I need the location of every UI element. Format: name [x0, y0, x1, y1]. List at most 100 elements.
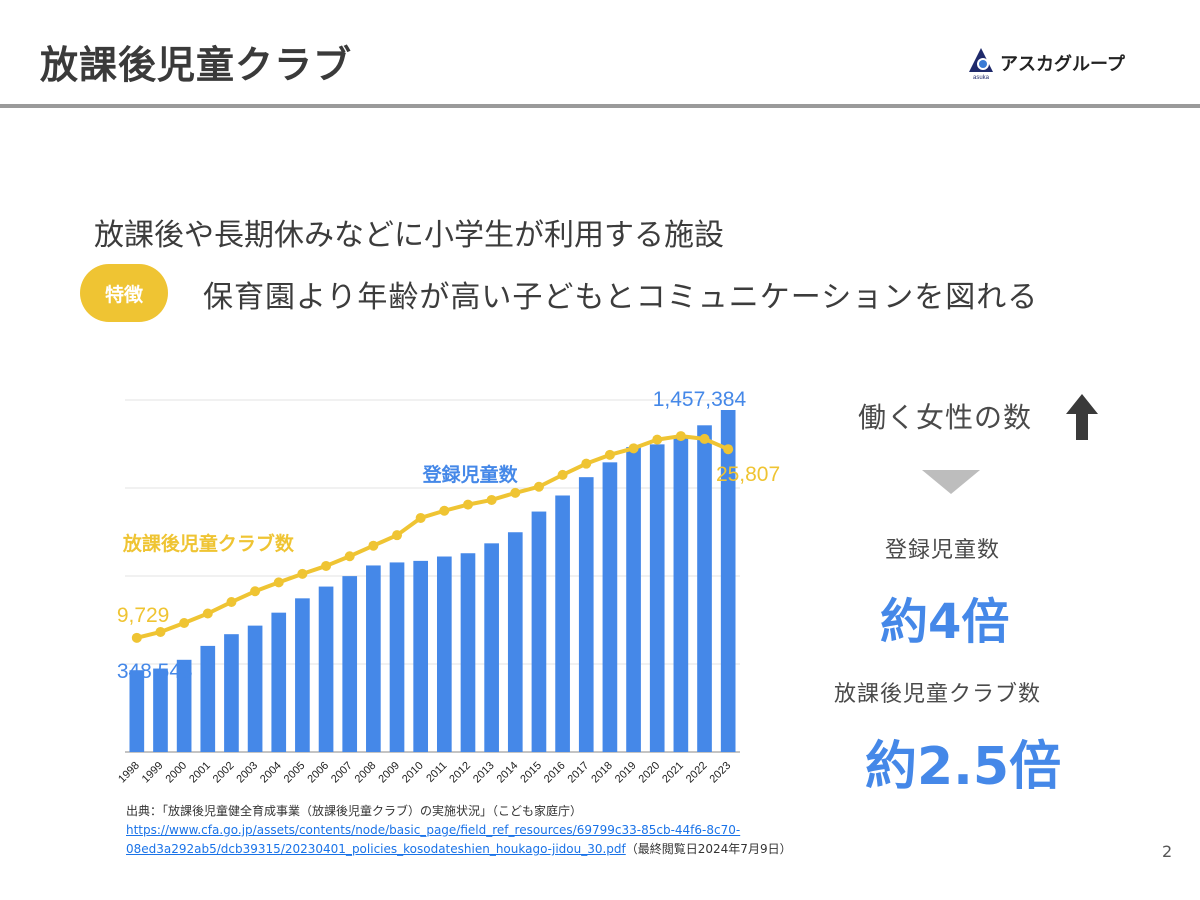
clubs-label: 放課後児童クラブ数	[834, 682, 1042, 707]
x-tick-2014: 2014	[495, 760, 521, 786]
x-tick-2000: 2000	[163, 760, 189, 786]
source-link-cont[interactable]: 08ed3a292ab5/dcb39315/20230401_policies_…	[126, 842, 626, 856]
line-point-2013	[486, 494, 497, 505]
x-tick-2006: 2006	[305, 760, 331, 786]
x-tick-2018: 2018	[589, 760, 615, 786]
bar-2017	[578, 477, 594, 752]
line-point-2011	[439, 505, 450, 516]
bar-2003	[247, 625, 263, 752]
bar-2008	[366, 565, 381, 752]
line-point-2009	[392, 530, 403, 541]
x-tick-1998: 1998	[116, 760, 142, 786]
line-point-1999	[155, 626, 166, 637]
line-point-2018	[604, 449, 615, 460]
bar-2015	[531, 511, 547, 752]
x-tick-2023: 2023	[707, 760, 733, 786]
line-point-2012	[462, 499, 473, 510]
x-tick-1999: 1999	[140, 760, 166, 786]
x-tick-2010: 2010	[400, 760, 426, 786]
bar-2018	[602, 462, 618, 752]
x-tick-2019: 2019	[613, 760, 639, 786]
bar-1999	[153, 668, 168, 752]
bar-2009	[389, 562, 405, 752]
bar-1998	[129, 670, 145, 752]
line-point-2001	[202, 608, 213, 619]
bar-2023	[720, 410, 736, 752]
bar-series	[129, 410, 736, 752]
bar-2021	[673, 435, 689, 752]
line-point-2019	[628, 443, 639, 454]
x-tick-2020: 2020	[637, 760, 663, 786]
bar-2006	[318, 586, 334, 752]
bar-2014	[507, 532, 523, 752]
line-point-2017	[581, 458, 592, 469]
x-tick-2001: 2001	[187, 760, 213, 786]
bar-2010	[413, 560, 429, 752]
line-point-2010	[415, 512, 426, 523]
line-last-label: 25,807	[716, 463, 780, 486]
line-point-2004	[273, 577, 284, 588]
feature-text: 保育園より年齢が高い子どもとコミュニケーションを図れる	[203, 280, 1039, 315]
bar-last-label: 1,457,384	[653, 388, 747, 411]
bar-2001	[200, 645, 216, 752]
bar-2002	[224, 634, 239, 752]
bar-first-label: 348,543	[117, 660, 193, 683]
line-point-2015	[533, 481, 544, 492]
x-tick-2007: 2007	[329, 760, 355, 786]
line-point-2022	[699, 433, 710, 444]
x-tick-2017: 2017	[566, 760, 592, 786]
x-tick-2012: 2012	[447, 760, 473, 786]
x-tick-2008: 2008	[353, 760, 379, 786]
x-tick-2013: 2013	[471, 760, 497, 786]
down-triangle-icon	[922, 470, 980, 494]
registered-children-multiplier: 約4倍	[880, 594, 1010, 650]
x-tick-2003: 2003	[234, 760, 260, 786]
line-point-2020	[652, 434, 663, 445]
bar-2016	[555, 495, 570, 752]
chart-annotations: 348,543 1,457,384 9,729 25,807 登録児童数放課後児童クラブ…	[117, 388, 780, 683]
line-point-2007	[344, 551, 355, 562]
chart-grid	[125, 399, 740, 753]
line-point-2023	[723, 444, 734, 455]
x-tick-2022: 2022	[684, 760, 710, 786]
x-tick-2009: 2009	[376, 760, 402, 786]
bar-2019	[626, 447, 641, 752]
clubs-multiplier: 約2.5倍	[865, 737, 1062, 797]
bar-2020	[649, 444, 665, 752]
line-point-2000	[179, 618, 190, 629]
up-arrow-icon	[1066, 394, 1098, 440]
x-tick-2005: 2005	[282, 760, 308, 786]
registration-chart: 1998199920002001200220032004200520062007…	[116, 388, 780, 786]
feature-badge: 特徴	[80, 264, 168, 322]
logo-text: アスカグループ	[1000, 54, 1125, 75]
x-tick-2002: 2002	[211, 760, 237, 786]
x-tick-2015: 2015	[518, 760, 544, 786]
line-series-title: 放課後児童クラブ数	[122, 532, 295, 555]
logo-mark-icon: asuka	[969, 48, 993, 80]
x-tick-2004: 2004	[258, 760, 284, 786]
bar-2000	[176, 659, 192, 752]
bar-2004	[271, 612, 287, 752]
bar-2011	[436, 556, 452, 752]
logo-small-text: asuka	[973, 75, 990, 80]
x-tick-2016: 2016	[542, 760, 568, 786]
lead-text: 放課後や長期休みなどに小学生が利用する施設	[94, 218, 724, 253]
bar-2005	[295, 598, 310, 752]
company-logo: asuka アスカグループ	[966, 46, 1136, 82]
x-tick-2021: 2021	[660, 760, 686, 786]
line-point-2014	[510, 487, 521, 498]
bar-2022	[697, 425, 712, 752]
bar-2007	[342, 576, 358, 752]
bar-2012	[460, 553, 476, 752]
source-citation: 出典：「放課後児童健全育成事業（放課後児童クラブ）の実施状況」（こども家庭庁） …	[126, 802, 792, 859]
working-women-label: 働く女性の数	[858, 401, 1033, 434]
line-point-2016	[557, 469, 568, 480]
page-number: 2	[1162, 842, 1173, 861]
line-series	[131, 431, 734, 643]
line-first-label: 9,729	[117, 604, 170, 627]
line-point-2005	[297, 568, 308, 579]
source-title: 出典：「放課後児童健全育成事業（放課後児童クラブ）の実施状況」（こども家庭庁）	[126, 804, 583, 818]
source-link[interactable]: https://www.cfa.go.jp/assets/contents/no…	[126, 823, 741, 837]
bar-series-title: 登録児童数	[422, 463, 519, 486]
line-point-2021	[675, 431, 686, 442]
